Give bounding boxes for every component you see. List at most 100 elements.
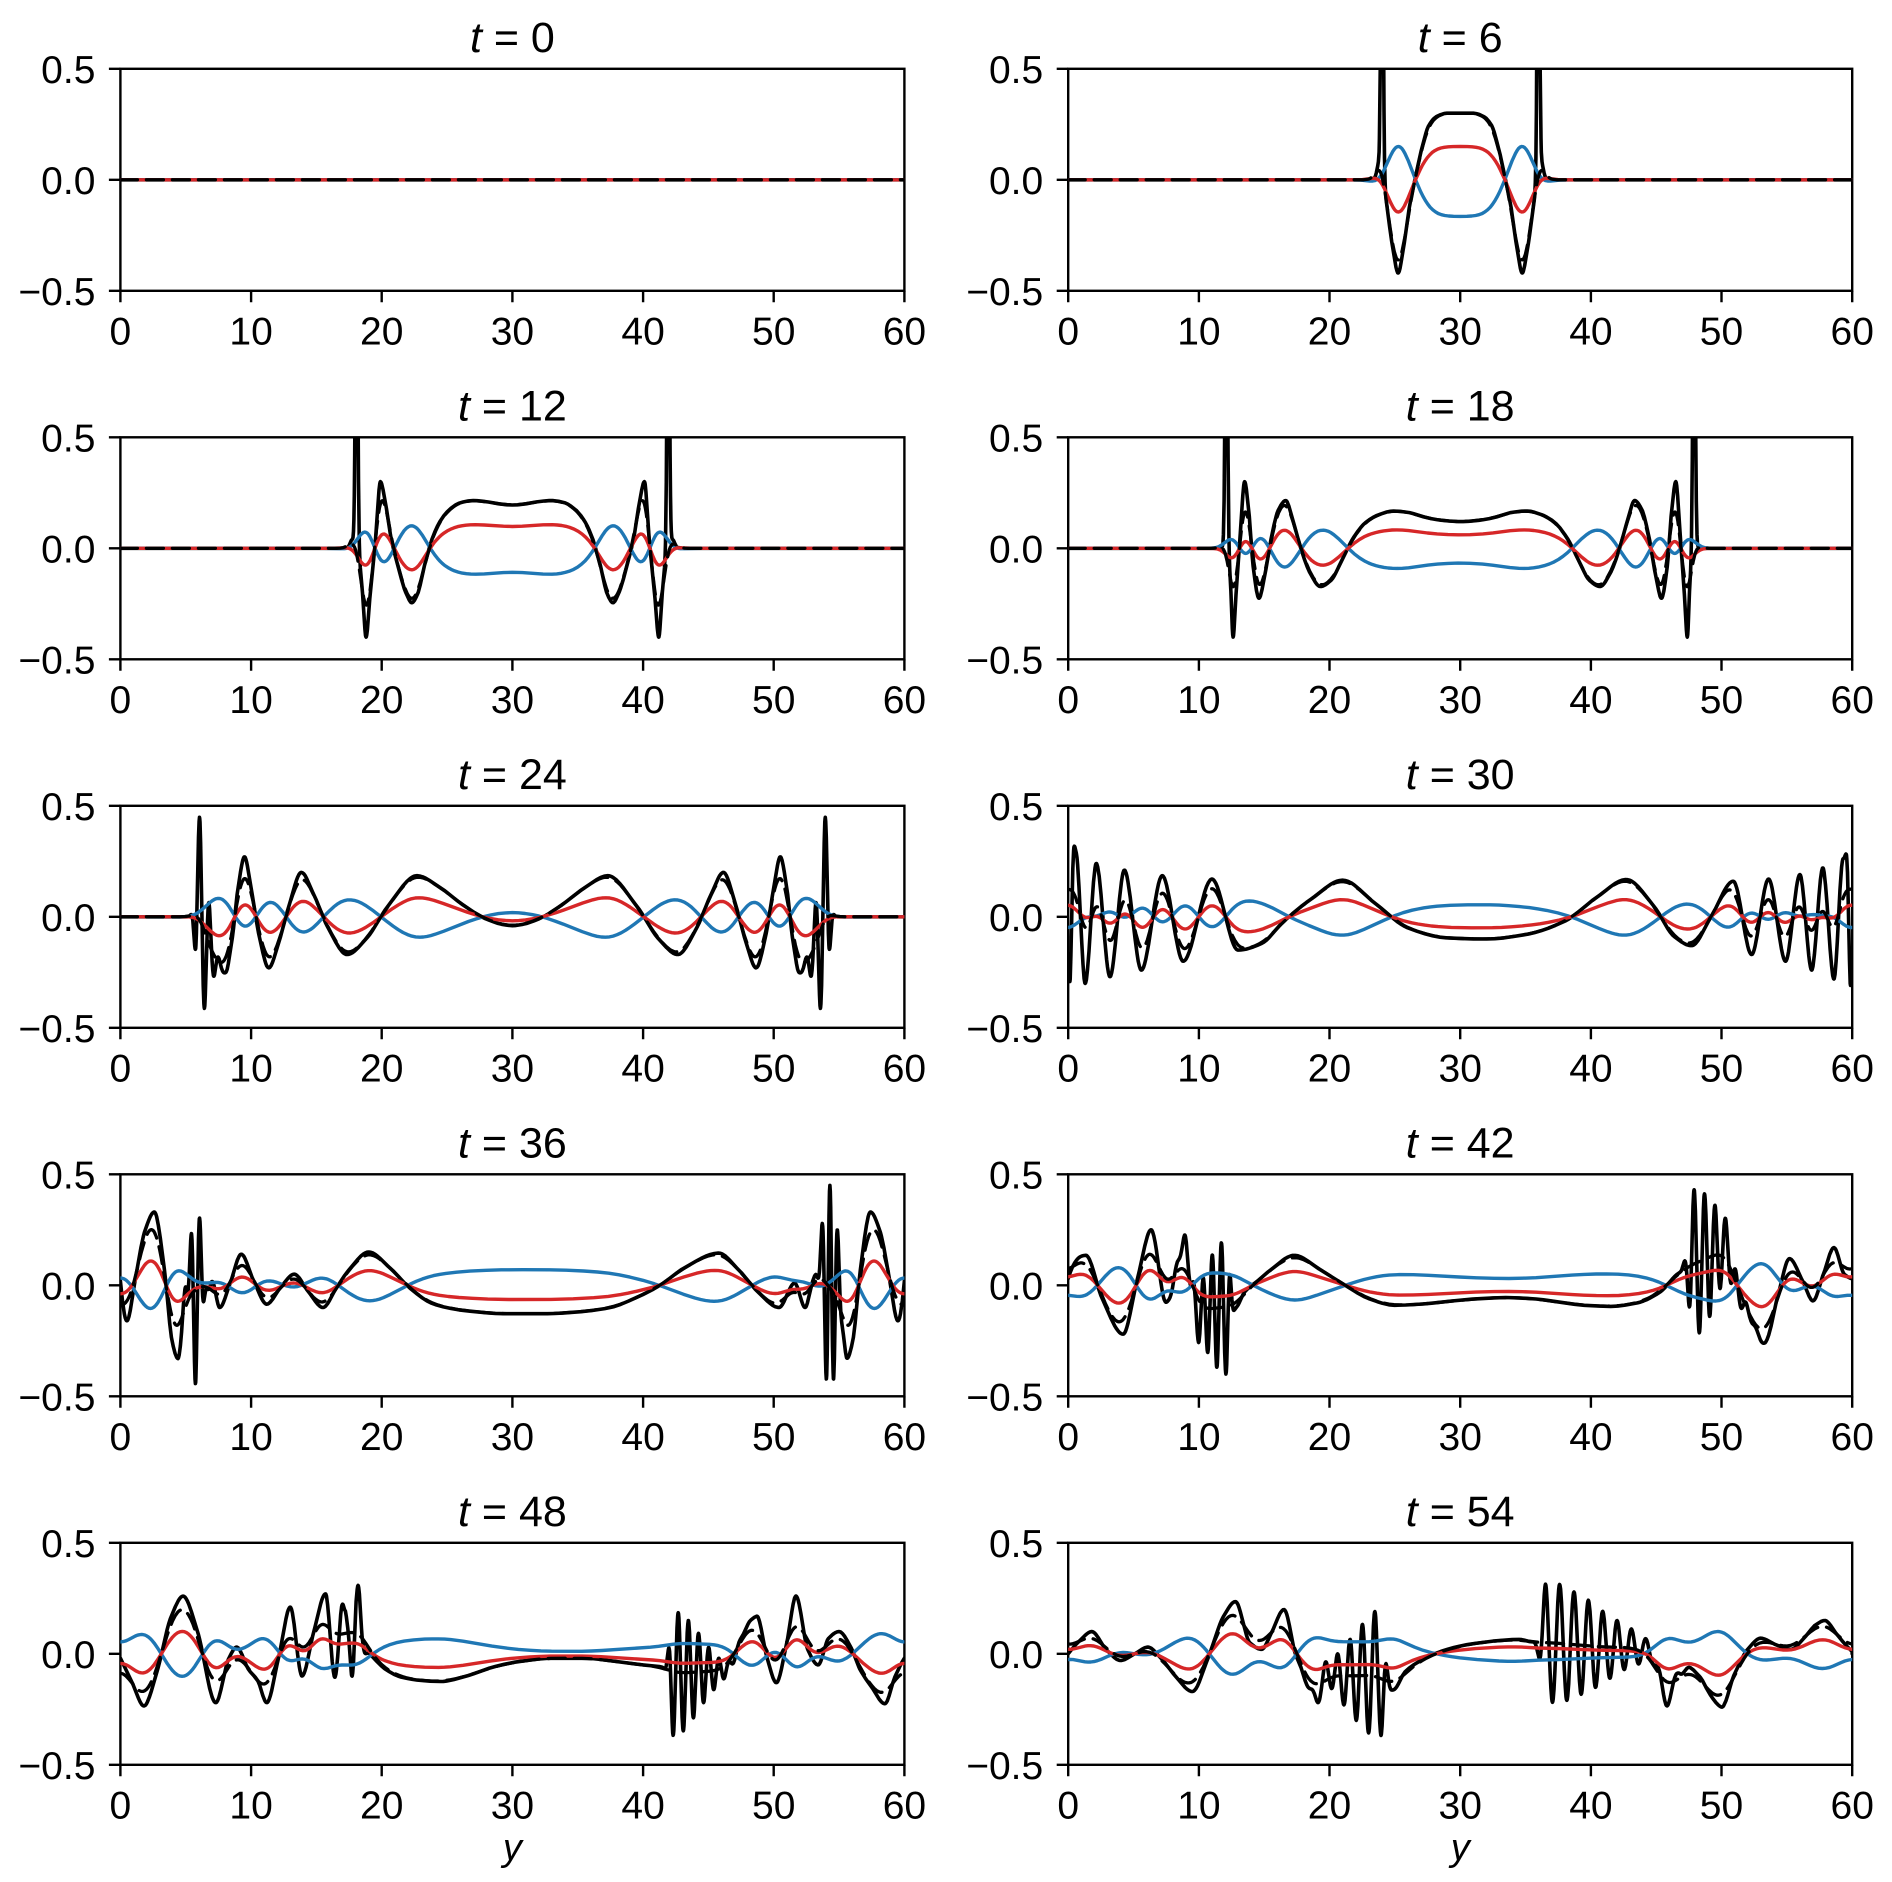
svg-text:t = 12: t = 12 (458, 382, 567, 430)
svg-text:10: 10 (229, 310, 272, 353)
svg-text:40: 40 (621, 1416, 664, 1459)
svg-text:30: 30 (491, 1047, 534, 1090)
svg-text:60: 60 (1831, 1047, 1874, 1090)
svg-text:t = 48: t = 48 (458, 1488, 567, 1536)
svg-text:20: 20 (360, 1416, 403, 1459)
svg-text:50: 50 (752, 1416, 795, 1459)
svg-text:0.0: 0.0 (989, 1634, 1043, 1677)
svg-text:60: 60 (1831, 679, 1874, 722)
svg-text:60: 60 (1831, 310, 1874, 353)
svg-text:−0.5: −0.5 (18, 1376, 95, 1419)
svg-text:60: 60 (1831, 1784, 1874, 1827)
svg-text:0: 0 (110, 1416, 132, 1459)
svg-text:y: y (1448, 1827, 1472, 1869)
svg-text:40: 40 (1569, 1416, 1612, 1459)
svg-text:0.5: 0.5 (989, 49, 1043, 92)
svg-text:−0.5: −0.5 (18, 271, 95, 314)
svg-text:10: 10 (1177, 1047, 1220, 1090)
svg-text:t = 18: t = 18 (1406, 382, 1515, 430)
svg-text:40: 40 (621, 679, 664, 722)
svg-text:0.0: 0.0 (989, 1265, 1043, 1308)
svg-text:50: 50 (752, 1047, 795, 1090)
svg-text:0: 0 (1057, 679, 1079, 722)
svg-text:40: 40 (1569, 679, 1612, 722)
svg-text:30: 30 (1439, 679, 1482, 722)
svg-text:60: 60 (883, 679, 926, 722)
svg-text:−0.5: −0.5 (966, 271, 1043, 314)
svg-text:t = 6: t = 6 (1418, 14, 1503, 62)
svg-text:20: 20 (360, 679, 403, 722)
svg-text:20: 20 (360, 1784, 403, 1827)
svg-text:30: 30 (491, 1784, 534, 1827)
svg-text:20: 20 (360, 1047, 403, 1090)
svg-text:50: 50 (752, 679, 795, 722)
svg-text:0.5: 0.5 (989, 1523, 1043, 1566)
svg-text:40: 40 (1569, 1047, 1612, 1090)
svg-text:0.5: 0.5 (989, 417, 1043, 460)
svg-text:20: 20 (1308, 1416, 1351, 1459)
svg-text:30: 30 (1439, 1047, 1482, 1090)
svg-text:t = 54: t = 54 (1406, 1488, 1515, 1536)
svg-text:−0.5: −0.5 (18, 1745, 95, 1788)
svg-text:−0.5: −0.5 (18, 1008, 95, 1051)
svg-text:50: 50 (1700, 1047, 1743, 1090)
svg-text:0.5: 0.5 (41, 1154, 95, 1197)
svg-text:0.5: 0.5 (41, 786, 95, 829)
svg-text:0: 0 (1057, 1784, 1079, 1827)
svg-text:0.0: 0.0 (41, 1634, 95, 1677)
svg-text:−0.5: −0.5 (966, 1745, 1043, 1788)
svg-text:10: 10 (1177, 1416, 1220, 1459)
svg-text:t = 24: t = 24 (458, 751, 567, 799)
svg-text:10: 10 (229, 1047, 272, 1090)
svg-text:50: 50 (1700, 1416, 1743, 1459)
svg-text:20: 20 (1308, 1784, 1351, 1827)
svg-text:−0.5: −0.5 (966, 639, 1043, 682)
svg-text:0.5: 0.5 (989, 1154, 1043, 1197)
svg-text:10: 10 (229, 679, 272, 722)
svg-text:0: 0 (110, 1784, 132, 1827)
svg-text:t = 30: t = 30 (1406, 751, 1515, 799)
svg-text:20: 20 (360, 310, 403, 353)
svg-text:10: 10 (1177, 679, 1220, 722)
svg-text:40: 40 (1569, 1784, 1612, 1827)
svg-text:40: 40 (621, 1784, 664, 1827)
svg-text:0.0: 0.0 (989, 897, 1043, 940)
svg-text:60: 60 (883, 1784, 926, 1827)
svg-text:60: 60 (883, 310, 926, 353)
svg-text:60: 60 (883, 1416, 926, 1459)
svg-text:0.0: 0.0 (989, 160, 1043, 203)
svg-text:−0.5: −0.5 (18, 639, 95, 682)
svg-text:t = 36: t = 36 (458, 1119, 567, 1167)
svg-text:t = 0: t = 0 (470, 14, 555, 62)
svg-text:50: 50 (1700, 679, 1743, 722)
svg-text:30: 30 (1439, 1784, 1482, 1827)
svg-text:0: 0 (110, 1047, 132, 1090)
svg-text:50: 50 (752, 310, 795, 353)
svg-text:t = 42: t = 42 (1406, 1119, 1515, 1167)
svg-text:30: 30 (1439, 310, 1482, 353)
svg-text:50: 50 (1700, 1784, 1743, 1827)
svg-text:30: 30 (1439, 1416, 1482, 1459)
svg-text:0.5: 0.5 (41, 417, 95, 460)
svg-text:30: 30 (491, 679, 534, 722)
svg-text:0.0: 0.0 (989, 528, 1043, 571)
svg-text:0: 0 (1057, 1047, 1079, 1090)
svg-text:40: 40 (621, 310, 664, 353)
svg-text:20: 20 (1308, 1047, 1351, 1090)
svg-text:0.5: 0.5 (41, 1523, 95, 1566)
svg-text:50: 50 (752, 1784, 795, 1827)
svg-text:20: 20 (1308, 310, 1351, 353)
svg-text:0.0: 0.0 (41, 1265, 95, 1308)
svg-text:50: 50 (1700, 310, 1743, 353)
svg-text:10: 10 (1177, 1784, 1220, 1827)
svg-text:0.5: 0.5 (989, 786, 1043, 829)
svg-text:0: 0 (1057, 1416, 1079, 1459)
svg-text:60: 60 (1831, 1416, 1874, 1459)
svg-text:0.0: 0.0 (41, 528, 95, 571)
svg-text:30: 30 (491, 310, 534, 353)
svg-text:10: 10 (229, 1784, 272, 1827)
svg-text:−0.5: −0.5 (966, 1008, 1043, 1051)
svg-text:30: 30 (491, 1416, 534, 1459)
svg-text:60: 60 (883, 1047, 926, 1090)
svg-text:0: 0 (110, 310, 132, 353)
